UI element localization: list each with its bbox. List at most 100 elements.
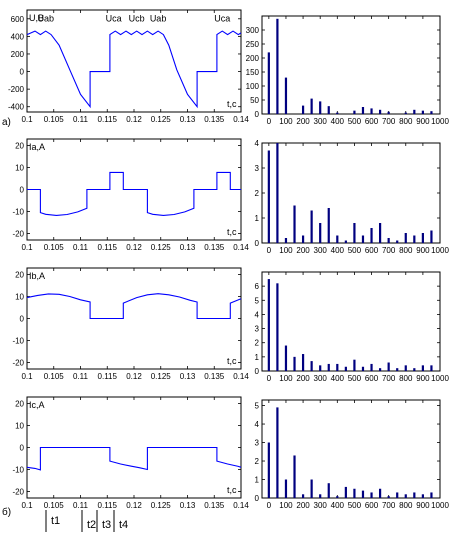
y-tick-label: -200: [8, 85, 25, 94]
plot-frame: [261, 15, 441, 115]
x-tick-label: 700: [382, 501, 396, 510]
y-tick-label: 3: [255, 325, 260, 334]
y-tick-label: 4: [255, 420, 260, 429]
bar: [387, 362, 390, 371]
x-tick-label: 100: [279, 374, 293, 383]
bar: [413, 492, 416, 498]
bar: [353, 359, 356, 371]
x-tick-label: 0.125: [151, 115, 172, 124]
bar: [353, 488, 356, 498]
time-marker-label: t1: [51, 515, 60, 527]
bar: [378, 223, 382, 243]
y-tick-label: -400: [8, 103, 25, 112]
x-tick-label: 0.135: [204, 372, 225, 381]
x-tick-label: 300: [314, 117, 328, 126]
x-tick-label: 0.1: [21, 501, 33, 510]
x-tick-label: 0.135: [204, 501, 225, 510]
x-tick-label: 400: [331, 501, 345, 510]
bar: [387, 111, 390, 114]
chart-3: 0.1 0.105 0.11 0.115 0.12 0.125 0.13 0.135 0.14 -…: [12, 138, 249, 252]
y-tick-label: 0: [255, 110, 260, 119]
annotation-label: Uca: [214, 13, 230, 23]
x-tick-label: 0.12: [126, 115, 142, 124]
bar: [336, 496, 339, 498]
y-tick-label: 50: [250, 96, 259, 105]
x-tick-label: 1000: [431, 117, 449, 126]
series-line: [26, 293, 242, 320]
chart-6: 0 100 200 300 400 500 600 700 800 900 1000 0 1 2 3 4 5 6: [255, 271, 449, 383]
y-tick-label: 5: [255, 402, 260, 411]
y-tick-label: -20: [12, 358, 24, 367]
x-tick-label: 1000: [431, 374, 449, 383]
y-tick-label: 2: [255, 457, 260, 466]
x-tick-label: 0.105: [44, 372, 65, 381]
y-tick-label: 1: [255, 476, 260, 485]
y-tick-label: 10: [15, 422, 24, 431]
y-tick-label: 20: [15, 142, 24, 151]
bar: [378, 368, 382, 371]
x-axis-label: t,c: [227, 356, 237, 366]
x-axis-label: t,c: [227, 227, 237, 237]
x-tick-label: 900: [416, 501, 430, 510]
bar: [284, 238, 288, 243]
bar: [404, 494, 407, 498]
bar: [327, 363, 330, 371]
bar: [276, 407, 279, 498]
bar: [361, 490, 365, 498]
x-tick-label: 0.1: [21, 115, 33, 124]
bar: [310, 479, 313, 498]
plot-frame: [261, 399, 441, 499]
bar: [319, 101, 322, 114]
bar: [336, 235, 339, 243]
bar: [421, 110, 424, 114]
series-line: [27, 171, 241, 216]
bar: [284, 479, 288, 498]
x-tick-label: 200: [296, 117, 310, 126]
bar: [267, 52, 270, 114]
y-axis-label: Ic,A: [29, 400, 45, 410]
x-tick-label: 600: [365, 374, 379, 383]
x-tick-label: 900: [416, 246, 430, 255]
y-tick-label: 10: [15, 293, 24, 302]
bar: [301, 105, 305, 114]
x-tick-label: 300: [314, 501, 328, 510]
y-tick-label: 0: [255, 367, 260, 376]
bar: [430, 492, 433, 498]
bar: [361, 366, 365, 371]
bar: [353, 110, 356, 114]
bar: [404, 112, 407, 114]
x-tick-label: 400: [331, 374, 345, 383]
x-tick-label: 0.11: [73, 115, 89, 124]
x-tick-label: 800: [399, 246, 413, 255]
x-tick-label: 200: [296, 246, 310, 255]
x-tick-label: 1000: [431, 501, 449, 510]
bar: [370, 492, 373, 498]
bar: [421, 494, 424, 498]
x-tick-label: 1000: [431, 246, 449, 255]
bar: [344, 240, 347, 243]
y-tick-label: 10: [15, 164, 24, 173]
bar: [327, 208, 330, 243]
annotation-label: Uca: [106, 13, 122, 23]
bar: [370, 108, 373, 114]
y-tick-label: 3: [255, 439, 260, 448]
y-tick-label: 5: [255, 296, 260, 305]
x-tick-label: 100: [279, 246, 293, 255]
chart-4: 0 100 200 300 400 500 600 700 800 900 1000 0 1 2 3 4: [255, 139, 450, 255]
x-tick-label: 0: [267, 117, 272, 126]
x-tick-label: 0.14: [233, 115, 249, 124]
bar: [387, 238, 390, 243]
x-tick-label: 0.115: [98, 243, 118, 252]
x-tick-label: 0.125: [151, 501, 172, 510]
bar: [404, 233, 407, 243]
bar: [421, 365, 424, 371]
y-tick-label: -20: [12, 229, 24, 238]
x-tick-label: 0.12: [126, 501, 142, 510]
chart-8: 0 100 200 300 400 500 600 700 800 900 1000 0 1 2 3 4 5: [255, 399, 449, 510]
bar: [276, 143, 279, 243]
bar: [361, 107, 365, 114]
x-tick-label: 400: [331, 117, 345, 126]
y-tick-label: 1: [255, 353, 260, 362]
y-tick-label: 100: [246, 82, 260, 91]
